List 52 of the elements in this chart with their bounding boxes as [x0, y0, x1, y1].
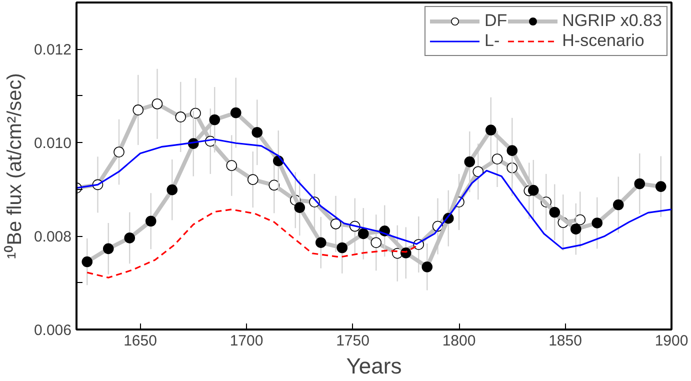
- point: [166, 184, 178, 196]
- point: [592, 218, 603, 228]
- point: [268, 180, 280, 191]
- x-tick-label: 1900: [654, 332, 688, 350]
- point: [506, 145, 518, 156]
- y-tick-label: 0.012: [34, 42, 72, 59]
- point: [422, 262, 433, 272]
- point: [472, 166, 484, 177]
- point: [485, 124, 496, 136]
- x-tick-label: 1750: [336, 332, 370, 350]
- x-tick-label: 1650: [124, 332, 157, 350]
- point: [336, 242, 348, 254]
- point: [114, 146, 124, 158]
- y-axis-title: ¹⁰Be flux (at/cm²/sec): [2, 73, 26, 259]
- point: [175, 112, 186, 122]
- point: [247, 174, 258, 185]
- x-tick-label: 1700: [230, 332, 264, 350]
- point: [612, 199, 624, 210]
- legend-label: H-scenario: [562, 31, 644, 51]
- point: [492, 154, 503, 164]
- point: [132, 104, 144, 116]
- y-tick-label: 0.010: [34, 135, 72, 152]
- point: [82, 256, 93, 268]
- point: [102, 243, 114, 254]
- point: [294, 202, 306, 213]
- point: [315, 237, 326, 248]
- point: [634, 178, 646, 190]
- legend-label: L-: [484, 31, 501, 51]
- y-tick-label: 0.008: [34, 228, 72, 246]
- point: [230, 107, 242, 118]
- point: [124, 232, 136, 244]
- point: [549, 206, 560, 218]
- point: [252, 126, 263, 138]
- point: [370, 237, 382, 248]
- x-tick-label: 1850: [548, 332, 582, 350]
- point: [152, 98, 163, 110]
- y-tick-label: 0.006: [34, 322, 72, 339]
- x-axis-title: Years: [346, 354, 402, 378]
- x-tick-label: 1800: [442, 332, 476, 350]
- point: [190, 108, 201, 119]
- legend-label: NGRIP x0.83: [562, 11, 662, 31]
- point: [655, 181, 666, 192]
- point: [145, 216, 156, 227]
- legend-label: DF: [484, 11, 508, 31]
- point: [209, 114, 220, 126]
- point: [226, 160, 238, 171]
- point: [574, 214, 586, 226]
- point: [528, 184, 539, 196]
- point: [358, 228, 369, 240]
- point: [330, 218, 342, 230]
- point: [464, 156, 476, 168]
- point: [570, 224, 582, 234]
